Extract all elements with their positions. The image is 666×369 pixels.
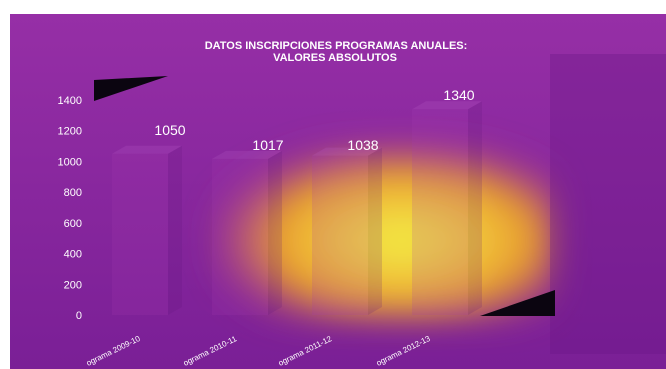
back-wall-shade: [550, 54, 666, 354]
value-label: 1017: [252, 137, 283, 153]
y-tick-label: 1400: [58, 95, 82, 107]
y-tick-label: 800: [64, 187, 82, 199]
y-tick-label: 0: [76, 310, 82, 322]
bar: [212, 150, 282, 315]
y-tick-label: 1200: [58, 126, 82, 138]
floor-wedge: [480, 290, 555, 316]
chart-area: DATOS INSCRIPCIONES PROGRAMAS ANUALES: V…: [10, 14, 666, 369]
glow-wash: [215, 144, 555, 319]
top-wedge: [94, 76, 168, 101]
value-label: 1050: [154, 122, 185, 138]
y-tick-label: 1000: [58, 156, 82, 168]
chart-subtitle: VALORES ABSOLUTOS: [273, 52, 397, 64]
y-tick-label: 600: [64, 218, 82, 230]
bar: [412, 101, 482, 315]
chart-title: DATOS INSCRIPCIONES PROGRAMAS ANUALES:: [205, 40, 468, 52]
y-axis: 1400 1200 1000 800 600 400 200 0: [58, 95, 82, 322]
value-label: 1340: [443, 87, 474, 103]
value-labels: 1050 1017 1038 1340: [154, 87, 474, 153]
chart-svg: DATOS INSCRIPCIONES PROGRAMAS ANUALES: V…: [10, 14, 666, 369]
bar: [112, 145, 182, 315]
bars: [112, 101, 482, 315]
bar: [312, 147, 382, 315]
y-tick-label: 400: [64, 249, 82, 261]
value-label: 1038: [347, 137, 378, 153]
y-tick-label: 200: [64, 279, 82, 291]
